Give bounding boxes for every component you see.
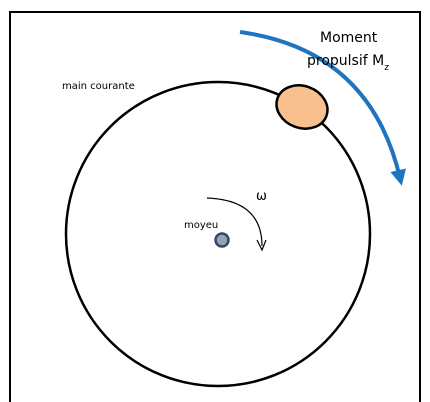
moment-subscript: z [384,63,389,73]
omega-arrowhead [256,239,267,252]
omega-label: ω [256,189,267,204]
hub-label: moyeu [184,220,218,231]
moment-label: propulsif Mz [307,53,389,73]
moment-label-main: propulsif M [307,53,384,69]
hand-contact [275,84,329,130]
frame [9,11,421,402]
handrim-label: main courante [62,81,135,92]
moment-arrow [239,30,406,186]
moment-label: Moment [320,30,378,46]
hub-dot [214,232,230,248]
handrim-circle [64,80,372,388]
omega-arc [206,197,263,247]
